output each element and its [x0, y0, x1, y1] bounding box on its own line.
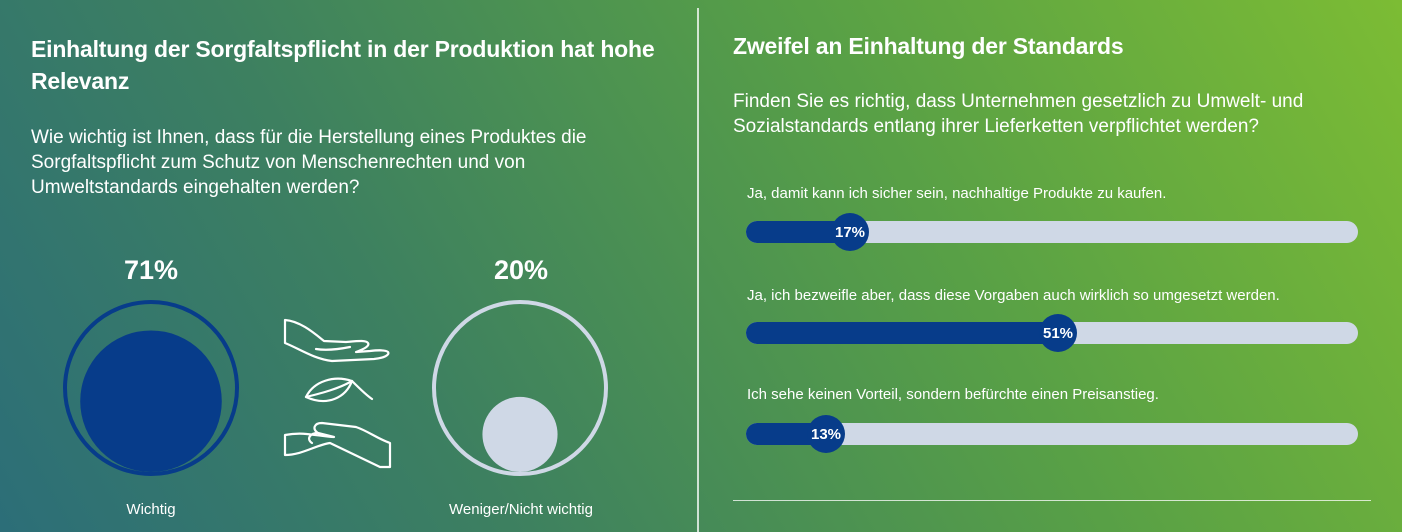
percent-label-weniger-wichtig: 20%: [493, 255, 549, 285]
bar-value-1: 17%: [831, 213, 869, 251]
caption-weniger-wichtig: Weniger/Nicht wichtig: [449, 501, 593, 518]
left-panel-question: Wie wichtig ist Ihnen, dass für die Hers…: [31, 127, 587, 198]
bottom-rule: [733, 500, 1371, 501]
bar-fill-3: [746, 423, 826, 445]
value-disc-wichtig: [80, 330, 222, 472]
outer-circle-wichtig: [63, 300, 239, 476]
right-panel: Zweifel an Einhaltung der Standards Find…: [699, 0, 1402, 532]
right-panel-title: Zweifel an Einhaltung der Standards: [733, 33, 1124, 59]
bar-value-3: 13%: [807, 415, 845, 453]
right-panel-question: Finden Sie es richtig, dass Unternehmen …: [733, 91, 1304, 137]
bar-label-3: Ich sehe keinen Vorteil, sondern befürch…: [747, 386, 1159, 403]
percent-label-wichtig: 71%: [123, 255, 179, 285]
bar-label-2: Ja, ich bezweifle aber, dass diese Vorga…: [747, 287, 1280, 304]
bar-track-3: 13%: [746, 415, 1358, 453]
bar-label-1: Ja, damit kann ich sicher sein, nachhalt…: [747, 185, 1167, 202]
left-panel-title: Einhaltung der Sorgfaltspflicht in der P…: [31, 36, 655, 94]
bar-track-1: 17%: [746, 213, 1358, 251]
bar-fill-2: [746, 322, 1058, 344]
value-disc-weniger-wichtig: [482, 396, 558, 472]
hands-leaf-icon: [283, 318, 392, 469]
panel-divider: [697, 8, 699, 532]
left-panel: Einhaltung der Sorgfaltspflicht in der P…: [0, 0, 697, 532]
outer-circle-weniger-wichtig: [432, 300, 608, 476]
caption-wichtig: Wichtig: [126, 501, 176, 518]
bar-fill-1: [746, 221, 850, 243]
bar-value-2: 51%: [1039, 314, 1077, 352]
bar-track-2: 51%: [746, 314, 1358, 352]
proportional-circles-chart: [63, 300, 608, 476]
